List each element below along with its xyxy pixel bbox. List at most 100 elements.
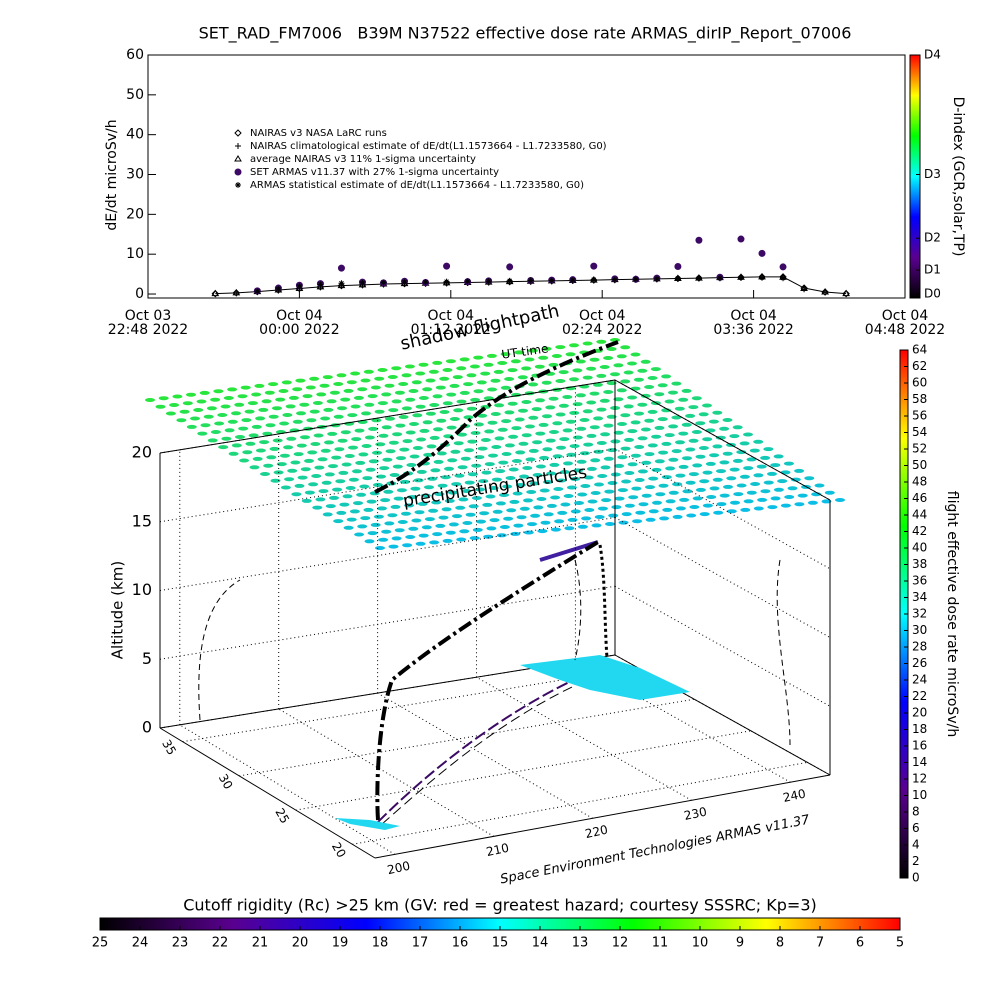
particle-dot [459, 357, 470, 362]
particle-dot [207, 438, 218, 443]
particle-dot [679, 497, 690, 502]
particle-dot [358, 452, 369, 457]
particle-dot [630, 352, 641, 357]
particle-dot [379, 466, 390, 471]
particle-dot [344, 454, 355, 458]
flight-path [375, 540, 600, 821]
particle-dot [537, 529, 548, 534]
particle-dot [348, 477, 359, 482]
particle-dot [527, 522, 537, 527]
particle-dot [412, 413, 423, 418]
colorbar-tick-label: 42 [912, 524, 927, 538]
particle-dot [647, 409, 658, 414]
particle-dot [627, 361, 637, 366]
particle-dot [682, 456, 692, 461]
particle-dot [559, 470, 570, 474]
particle-dot [349, 509, 360, 514]
particle-dot [719, 426, 730, 431]
marker [401, 279, 408, 286]
marker [780, 275, 787, 282]
particle-dot [319, 383, 330, 388]
particle-dot [410, 486, 421, 491]
particle-dot [505, 476, 516, 480]
particle-dot [716, 502, 727, 507]
z-tick-label: 10 [132, 580, 152, 599]
particle-dot [429, 540, 440, 545]
shadow-path [377, 667, 601, 823]
particle-dot [715, 435, 726, 440]
particle-dot [691, 396, 702, 401]
particle-dot [415, 371, 426, 376]
particle-dot [466, 406, 477, 411]
particle-dot [493, 369, 504, 374]
grid-line [159, 585, 616, 660]
particle-dot [508, 434, 519, 439]
particle-dot [541, 380, 552, 385]
particle-dot [327, 431, 338, 436]
particle-dot [548, 362, 559, 367]
particle-dot [691, 430, 702, 434]
particle-dot [500, 385, 511, 390]
particle-dot [658, 450, 669, 455]
particle-dot [556, 478, 567, 483]
particle-dot [244, 409, 255, 414]
shadow-path-outline [381, 671, 607, 825]
particle-dot [515, 483, 526, 487]
flight-path-high [539, 540, 599, 562]
particle-dot [241, 418, 252, 423]
particle-dot [521, 433, 532, 438]
particle-dot [227, 387, 238, 392]
particle-dot [336, 373, 347, 378]
particle-dot [601, 498, 612, 503]
particle-dot [550, 495, 561, 500]
colorbar-tick-label: 26 [912, 656, 927, 670]
grid-line [377, 692, 593, 819]
particle-dot [265, 423, 276, 428]
particle-dot [461, 489, 472, 493]
particle-dot [331, 455, 342, 460]
particle-dot [491, 477, 502, 482]
particle-dot [671, 381, 682, 386]
particle-dot [712, 444, 723, 449]
particle-dot [587, 499, 598, 504]
particle-dot [499, 493, 509, 497]
particle-dot [293, 452, 304, 457]
particle-dot [699, 512, 710, 517]
marker [842, 289, 850, 298]
particle-dot [503, 516, 514, 521]
legend-label: average NAIRAS v3 11% 1-sigma uncertaint… [250, 154, 476, 165]
particle-dot [502, 484, 513, 489]
particle-dot [300, 467, 311, 472]
particle-dot [678, 431, 689, 436]
particle-dot [702, 403, 712, 408]
plot-frame [147, 54, 906, 299]
particle-dot [535, 431, 546, 436]
particle-dot [603, 356, 614, 360]
marker [548, 277, 555, 284]
particle-dot [453, 441, 464, 446]
particle-dot [760, 455, 771, 460]
particle-dot [518, 441, 529, 446]
particle-dot [437, 483, 448, 488]
particle-dot [279, 421, 290, 426]
particle-dot [593, 416, 604, 421]
particle-dot [400, 479, 410, 484]
particle-dot [491, 445, 502, 449]
particle-dot [732, 425, 743, 430]
particle-dot [685, 480, 696, 485]
particle-dot [569, 377, 579, 382]
particle-dot [182, 401, 193, 406]
x-tick-label: 22:48 2022 [108, 322, 188, 338]
particle-dot [295, 378, 306, 383]
particle-dot [297, 475, 308, 480]
particle-dot [213, 389, 224, 394]
particle-dot [651, 434, 662, 439]
colorbar-tick-label: 0 [912, 871, 920, 885]
particle-dot [681, 388, 692, 393]
particle-dot [675, 473, 686, 478]
particle-dot [245, 441, 256, 446]
legend-label: SET ARMAS v11.37 with 27% 1-sigma uncert… [250, 167, 499, 178]
particle-dot [434, 492, 445, 497]
particle-dot [335, 479, 346, 484]
particle-dot [489, 518, 500, 523]
